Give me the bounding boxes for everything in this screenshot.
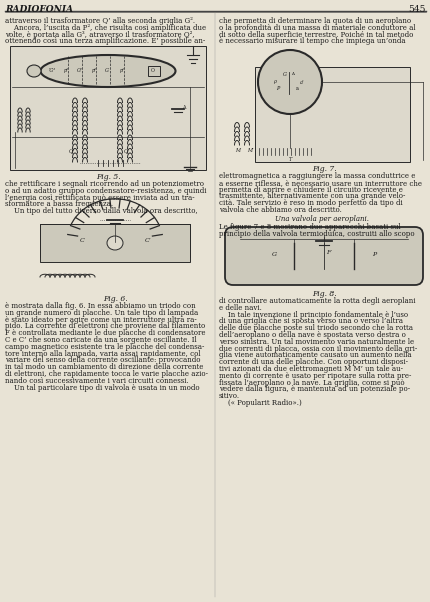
Text: corrente di una delle placche. Con opportuni disposi-: corrente di una delle placche. Con oppor… [218,358,407,366]
Text: a: a [295,85,298,90]
Text: p³: p³ [63,68,68,73]
Text: ottenendo così una terza amplificazione. E’ possibile an-: ottenendo così una terza amplificazione.… [5,37,205,45]
Text: sformatore a bassa frequenza.: sformatore a bassa frequenza. [5,200,113,208]
Text: volte, è portata alla G³, atraverso il trasformatore Q²,: volte, è portata alla G³, atraverso il t… [5,31,194,39]
Text: e delle navi.: e delle navi. [218,304,261,312]
Text: Fig. 5.: Fig. 5. [95,173,120,181]
Text: delle due placche poste sul triodo secondo che la rotta: delle due placche poste sul triodo secon… [218,324,412,332]
Bar [40,224,190,262]
Text: pido. La corrente di elettroni che proviene dal filamento: pido. La corrente di elettroni che provi… [5,323,205,330]
Text: tivi azionati da due elettromagneti M M’ un tale au-: tivi azionati da due elettromagneti M M’… [218,365,402,373]
Text: che permetta di determinare la quota di un aeroplano: che permetta di determinare la quota di … [218,17,410,25]
Ellipse shape [107,236,123,250]
Text: di elettroni, che rapidamente tocca le varie placche azio-: di elettroni, che rapidamente tocca le v… [5,370,208,378]
Text: G’: G’ [105,68,111,73]
Text: glia viene automaticamente causato un aumento nella: glia viene automaticamente causato un au… [218,352,411,359]
Text: A: A [291,72,294,76]
Text: G: G [283,72,286,76]
Text: (« Popularit Radio».): (« Popularit Radio».) [218,399,301,407]
Text: F: F [325,249,329,255]
Text: C e C’ che sono caricate da una sorgente oscillante. Il: C e C’ che sono caricate da una sorgente… [5,336,196,344]
Text: che rettificare i segnali ricorrendo ad un potenziometro: che rettificare i segnali ricorrendo ad … [5,180,203,188]
Text: C’: C’ [144,238,151,243]
Text: p²: p² [91,68,96,73]
Text: elettromagnetica a raggiungere la massa conduttrice e: elettromagnetica a raggiungere la massa … [218,172,415,180]
Text: Un tipo del tutto diverso dalla valvola ora descritto,: Un tipo del tutto diverso dalla valvola … [5,207,197,215]
Text: A: A [181,105,185,110]
Bar [10,46,206,170]
Text: principio della valvola termioduica, costruiti allo scopo: principio della valvola termioduica, cos… [218,229,414,238]
Text: Un tal particolare tipo di valvola è usata in un modo: Un tal particolare tipo di valvola è usa… [5,383,199,391]
Text: Fig. 7.: Fig. 7. [311,165,335,173]
Text: 'G³: 'G³ [48,68,55,73]
Text: trasmittente, alternativamente con una grande velo-: trasmittente, alternativamente con una g… [218,193,405,200]
Text: In tale invenzione il principio fondamentale è l’uso: In tale invenzione il principio fondamen… [218,311,407,318]
Text: fissata l’aeroplano o la nave. La griglia, come si può: fissata l’aeroplano o la nave. La grigli… [218,379,404,386]
Text: M: M [235,148,240,153]
Text: tore interno alla lampada, varia assai rapidamente, col: tore interno alla lampada, varia assai r… [5,350,200,358]
Text: l’energia così rettificata può essere inviata ad un tra-: l’energia così rettificata può essere in… [5,194,194,202]
Text: attraverso il trasformatore Q’ alla seconda griglia G².: attraverso il trasformatore Q’ alla seco… [5,17,195,25]
Bar [255,67,409,162]
Text: è mostrata dalla fig. 6. In essa abbiamo un triodo con: è mostrata dalla fig. 6. In essa abbiamo… [5,302,195,310]
Text: Una valvola per aeroplani.: Una valvola per aeroplani. [274,215,368,223]
Text: cità. Tale servizio è reso in modo perfetto da tipo di: cità. Tale servizio è reso in modo perfe… [218,199,402,207]
Text: verso sinistra. Un tal movimento varia naturalmente le: verso sinistra. Un tal movimento varia n… [218,338,413,346]
Text: Fig. 8.: Fig. 8. [311,290,335,298]
Text: Q²: Q² [69,148,75,153]
Text: o ad un adatto gruppo condensatore-resistenza, e quindi: o ad un adatto gruppo condensatore-resis… [5,187,206,195]
Text: Q’: Q’ [124,148,129,153]
Text: dell’aeroplano o della nave è spostata verso destra o: dell’aeroplano o della nave è spostata v… [218,331,405,339]
Text: 545: 545 [408,5,425,14]
Text: Ancora, l’uscita da P², che risulta così amplificata due: Ancora, l’uscita da P², che risulta così… [5,24,206,32]
Text: P: P [276,85,279,90]
Text: mento di corrente è usato per ripotare sulla rotta pre-: mento di corrente è usato per ripotare s… [218,372,410,380]
Text: di controllare automaticamente la rotta degli aeroplani: di controllare automaticamente la rotta … [218,297,415,305]
Text: permetta di aprire e chiudere il circuito ricevente e: permetta di aprire e chiudere il circuit… [218,185,402,194]
Circle shape [258,50,321,114]
Text: Le figure 7 e 8 mostrano due apparecchi basati sul: Le figure 7 e 8 mostrano due apparecchi … [218,223,400,231]
Text: F è controllata mediante le due placche di condensatore: F è controllata mediante le due placche … [5,329,205,337]
Ellipse shape [40,55,175,87]
Text: ρ: ρ [272,79,275,84]
Text: C: C [80,238,84,243]
Text: è necessario misurare il tempo che impiega un’onda: è necessario misurare il tempo che impie… [218,37,405,45]
Text: M’: M’ [246,148,253,153]
Text: G: G [271,252,276,256]
Text: p¹: p¹ [119,68,124,73]
Text: è stato ideato per agire come un interruttore ultra ra-: è stato ideato per agire come un interru… [5,315,196,324]
Text: a esserne riflessa, è necessario usare un interruttore che: a esserne riflessa, è necessario usare u… [218,179,421,187]
Bar [147,66,160,76]
Text: a¹: a¹ [299,79,304,84]
FancyBboxPatch shape [224,227,422,285]
Text: variare del senso della corrente oscillante: provocando: variare del senso della corrente oscilla… [5,356,200,364]
Text: RADIOFONIA: RADIOFONIA [5,5,73,14]
Text: sitivo.: sitivo. [218,392,240,400]
Text: T: T [288,157,291,162]
Text: G²: G² [77,68,83,73]
Text: valvola che abbiamo ora descritto.: valvola che abbiamo ora descritto. [218,206,341,214]
Text: vedere dalla figura, è mantenuta ad un potenziale po-: vedere dalla figura, è mantenuta ad un p… [218,385,409,393]
Text: in tal modo un cambiamento di direzione della corrente: in tal modo un cambiamento di direzione … [5,363,203,371]
Text: Fig. 6.: Fig. 6. [102,295,127,303]
Text: O: O [150,67,154,72]
Text: due correnti di placca, ossia con il movimento della gri-: due correnti di placca, ossia con il mov… [218,344,416,353]
Text: P: P [371,252,375,256]
Text: campo magnetico esistente tra le placche del condensa-: campo magnetico esistente tra le placche… [5,343,204,351]
Text: di sotto della superficie terrestre. Poiché in tal metodo: di sotto della superficie terrestre. Poi… [218,31,412,39]
Text: o la profondità di una massa di materiale conduttore al: o la profondità di una massa di material… [218,24,415,32]
Ellipse shape [27,65,41,77]
Text: un grande numero di placche. Un tale tipo di lampada: un grande numero di placche. Un tale tip… [5,309,198,317]
Text: di una griglia che si sposta verso una o verso l’altra: di una griglia che si sposta verso una o… [218,317,402,326]
Text: nando così successivamente i vari circuiti connessi.: nando così successivamente i vari circui… [5,377,188,385]
